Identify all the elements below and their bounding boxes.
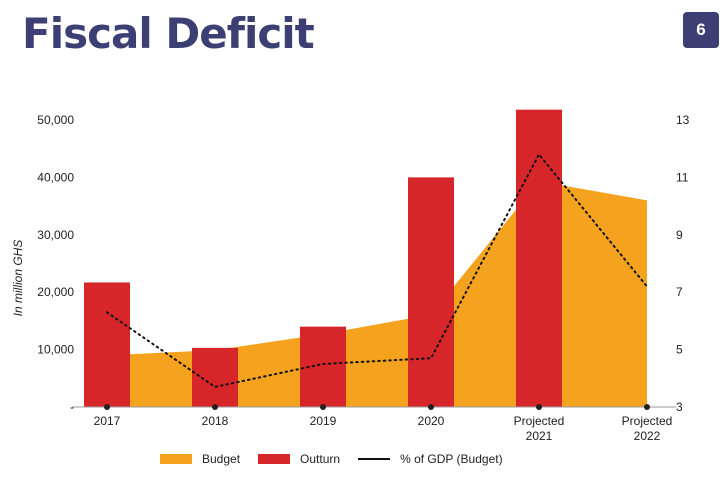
x-tick-label-1: 2018 — [202, 414, 229, 428]
category-marker-0 — [104, 404, 110, 410]
outturn-bar-3 — [408, 177, 454, 407]
gdp-percent-line — [106, 152, 648, 388]
x-tick-label-3: 2020 — [418, 414, 445, 428]
category-marker-1 — [212, 404, 218, 410]
y-tick-label-1: 10,000 — [37, 343, 74, 357]
y-tick-label-2: 20,000 — [37, 285, 74, 299]
y2-tick-label-0: 3 — [676, 400, 683, 414]
y2-tick-label-2: 7 — [676, 285, 683, 299]
fiscal-deficit-chart: - 10,000 20,000 30,000 40,000 50,000 3 5 7 9 11 13 2… — [11, 109, 690, 443]
category-marker-5 — [644, 404, 650, 410]
y-axis-label: In million GHS — [11, 240, 25, 317]
legend-swatch-outturn — [258, 454, 291, 464]
x-tick-label-4: Projected 2021 — [514, 414, 565, 443]
legend-item-budget: Budget — [160, 452, 240, 466]
outturn-bar-0 — [84, 282, 130, 407]
category-marker-4 — [536, 404, 542, 410]
legend-item-gdp: % of GDP (Budget) — [358, 452, 503, 466]
category-marker-3 — [428, 404, 434, 410]
legend-label-gdp: % of GDP (Budget) — [400, 452, 503, 466]
y2-tick-label-5: 13 — [676, 113, 690, 127]
x-tick-label-0: 2017 — [94, 414, 121, 428]
y-tick-label-5: 50,000 — [37, 113, 74, 127]
page-title: Fiscal Deficit — [22, 9, 315, 58]
legend-label-budget: Budget — [202, 452, 241, 466]
y-tick-label-3: 30,000 — [37, 228, 74, 242]
legend-label-outturn: Outturn — [300, 452, 341, 466]
page-number-badge: 6 — [683, 12, 719, 48]
legend-item-outturn: Outturn — [258, 452, 340, 466]
plot-layer: - 10,000 20,000 30,000 40,000 50,000 3 5 7 9 11 13 2… — [37, 109, 690, 443]
y2-tick-label-1: 5 — [676, 343, 683, 357]
x-tick-label-5: Projected 2022 — [622, 414, 673, 443]
chart-legend: Budget Outturn % of GDP (Budget) — [160, 452, 503, 466]
y2-tick-label-3: 9 — [676, 228, 683, 242]
y2-tick-label-4: 11 — [676, 170, 689, 184]
y-tick-label-0: - — [70, 400, 74, 414]
outturn-bar-1 — [192, 347, 238, 407]
category-marker-2 — [320, 404, 326, 410]
legend-swatch-gdp — [358, 458, 391, 460]
outturn-bar-4 — [516, 109, 562, 407]
x-tick-label-2: 2019 — [310, 414, 337, 428]
y-tick-label-4: 40,000 — [37, 170, 74, 184]
legend-swatch-budget — [160, 454, 192, 464]
